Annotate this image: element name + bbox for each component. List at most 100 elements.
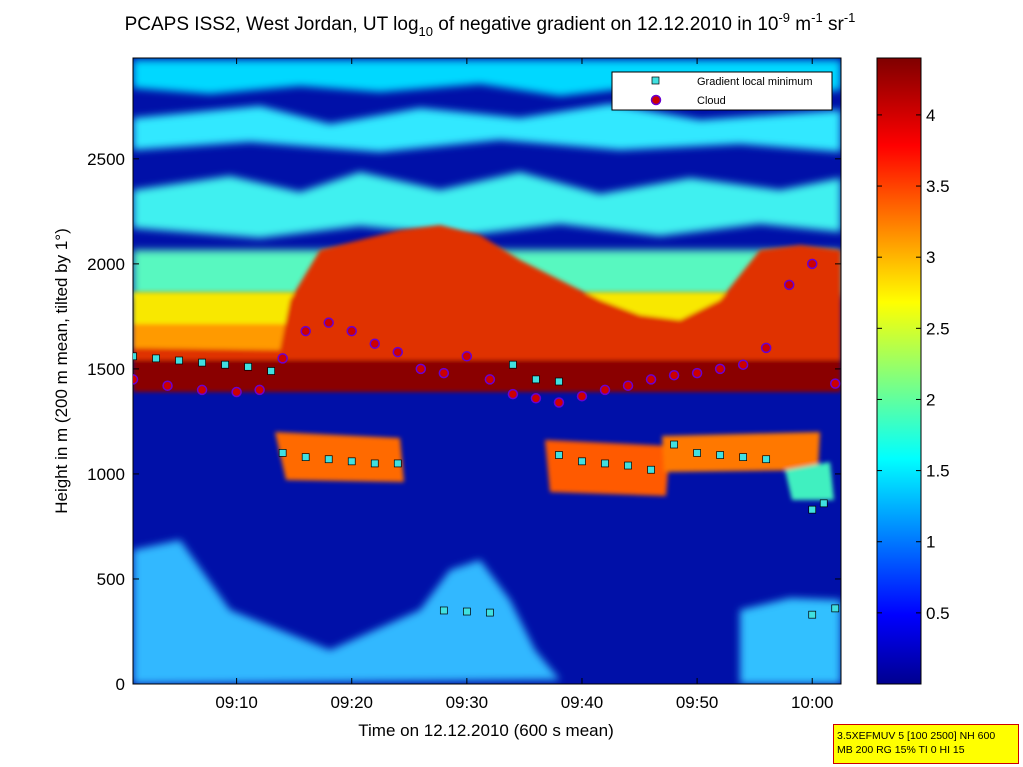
colorbar-tick-label: 3 [926,248,935,267]
info-line-1: 3.5XEFMUV 5 [100 2500] NH 600 [837,730,996,742]
gradient-min-point [762,455,771,464]
y-tick-label: 1000 [87,465,125,484]
gradient-min-point [808,505,817,514]
gradient-min-point [716,451,724,459]
gradient-min-point [152,354,160,363]
cloud-point [369,338,381,349]
legend-label-gradient-min: Gradient local minimum [697,76,813,88]
gradient-min-point [347,457,356,466]
cloud-point [415,363,427,375]
legend: Gradient local minimum Cloud [611,71,833,111]
gradient-min-point [301,453,310,461]
x-tick-label: 09:20 [330,693,373,712]
gradient-min-point [647,465,655,474]
legend-label-cloud: Cloud [697,95,726,107]
cloud-point [231,386,242,398]
colorbar-tick-label: 1.5 [926,462,950,481]
info-line-2: MB 200 RG 15% TI 0 HI 15 [837,744,965,756]
legend-box [611,71,833,111]
cloud-point [254,384,265,396]
cloud-point [691,367,703,379]
cloud-point [530,393,542,404]
legend-marker-gradient-min [651,76,660,85]
gradient-min-point [819,499,828,508]
gradient-min-point [624,461,632,470]
gradient-min-point [439,606,448,615]
cloud-point [162,380,173,391]
gradient-min-point [693,449,701,457]
gradient-min-point [532,375,540,384]
gradient-min-point [221,360,229,369]
colorbar-tick-label: 2 [926,390,935,409]
cloud-point [553,397,565,408]
gradient-min-point [244,362,252,371]
info-box: 3.5XEFMUV 5 [100 2500] NH 600 MB 200 RG … [833,724,1019,764]
y-tick-label: 2000 [87,255,125,274]
cloud-point [829,378,841,389]
cloud-point [668,369,680,381]
cloud-point [323,317,334,328]
gradient-min-point [278,449,287,457]
gradient-min-point [555,377,563,386]
chart-title: PCAPS ISS2, West Jordan, UT log10 of neg… [125,10,856,39]
heatmap-field [133,58,841,684]
gradient-min-point [175,356,183,365]
cloud-point [461,351,473,362]
gradient-min-point [831,604,840,613]
colorbar-ticks: 0.5 1 1.5 2 2.5 3 3.5 4 [877,106,950,623]
cloud-point [133,374,139,385]
x-tick-label: 09:10 [215,693,258,712]
y-tick-label: 2500 [87,150,125,169]
x-axis-label: Time on 12.12.2010 (600 s mean) [358,721,613,740]
cloud-point [645,374,657,385]
gradient-min-point [393,459,402,468]
y-tick-label: 500 [97,570,125,589]
gradient-min-point [808,610,817,619]
y-tick-label: 0 [116,675,125,694]
colorbar-tick-label: 2.5 [926,319,950,338]
gradient-min-point [267,367,275,375]
cloud-point [392,346,404,358]
gradient-min-point [324,455,333,464]
cloud-point [622,380,634,391]
gradient-min-point [670,440,678,449]
cloud-point [346,325,357,337]
gradient-min-point [578,457,586,466]
gradient-min-point [739,453,747,461]
cloud-point [277,353,288,364]
gradient-min-point [486,608,494,617]
gradient-min-point [509,360,517,369]
y-axis-label: Height in m (200 m mean, tilted by 1°) [52,228,71,514]
cloud-point [484,374,496,385]
cloud-point [760,342,772,354]
y-tick-label: 1500 [87,360,125,379]
gradient-min-point [601,459,609,468]
x-tick-label: 09:30 [446,693,489,712]
cloud-point [599,384,611,396]
gradient-min-point [463,607,471,616]
x-axis: 09:10 09:20 09:30 09:40 09:50 10:00 [215,58,833,712]
plot-frame [132,57,842,685]
cloud-point [806,258,818,270]
y-axis: 0 500 1000 1500 2000 2500 [87,150,841,694]
gradient-min-point [555,451,563,459]
colorbar [876,57,922,685]
x-tick-label: 10:00 [791,693,834,712]
cloud-point [737,359,749,370]
gradient-min-point [133,352,137,361]
cloud-point [300,325,311,337]
legend-marker-cloud [650,94,662,106]
gradient-min-point [370,459,379,468]
x-tick-label: 09:40 [561,693,604,712]
x-tick-label: 09:50 [676,693,719,712]
cloud-point [507,388,519,400]
cloud-point [714,363,726,375]
cloud-point [783,279,795,291]
cloud-point [438,367,450,379]
colorbar-tick-label: 1 [926,533,935,552]
gradient-min-point [198,358,206,367]
colorbar-tick-label: 3.5 [926,177,950,196]
colorbar-tick-label: 0.5 [926,604,950,623]
cloud-point [196,384,208,396]
